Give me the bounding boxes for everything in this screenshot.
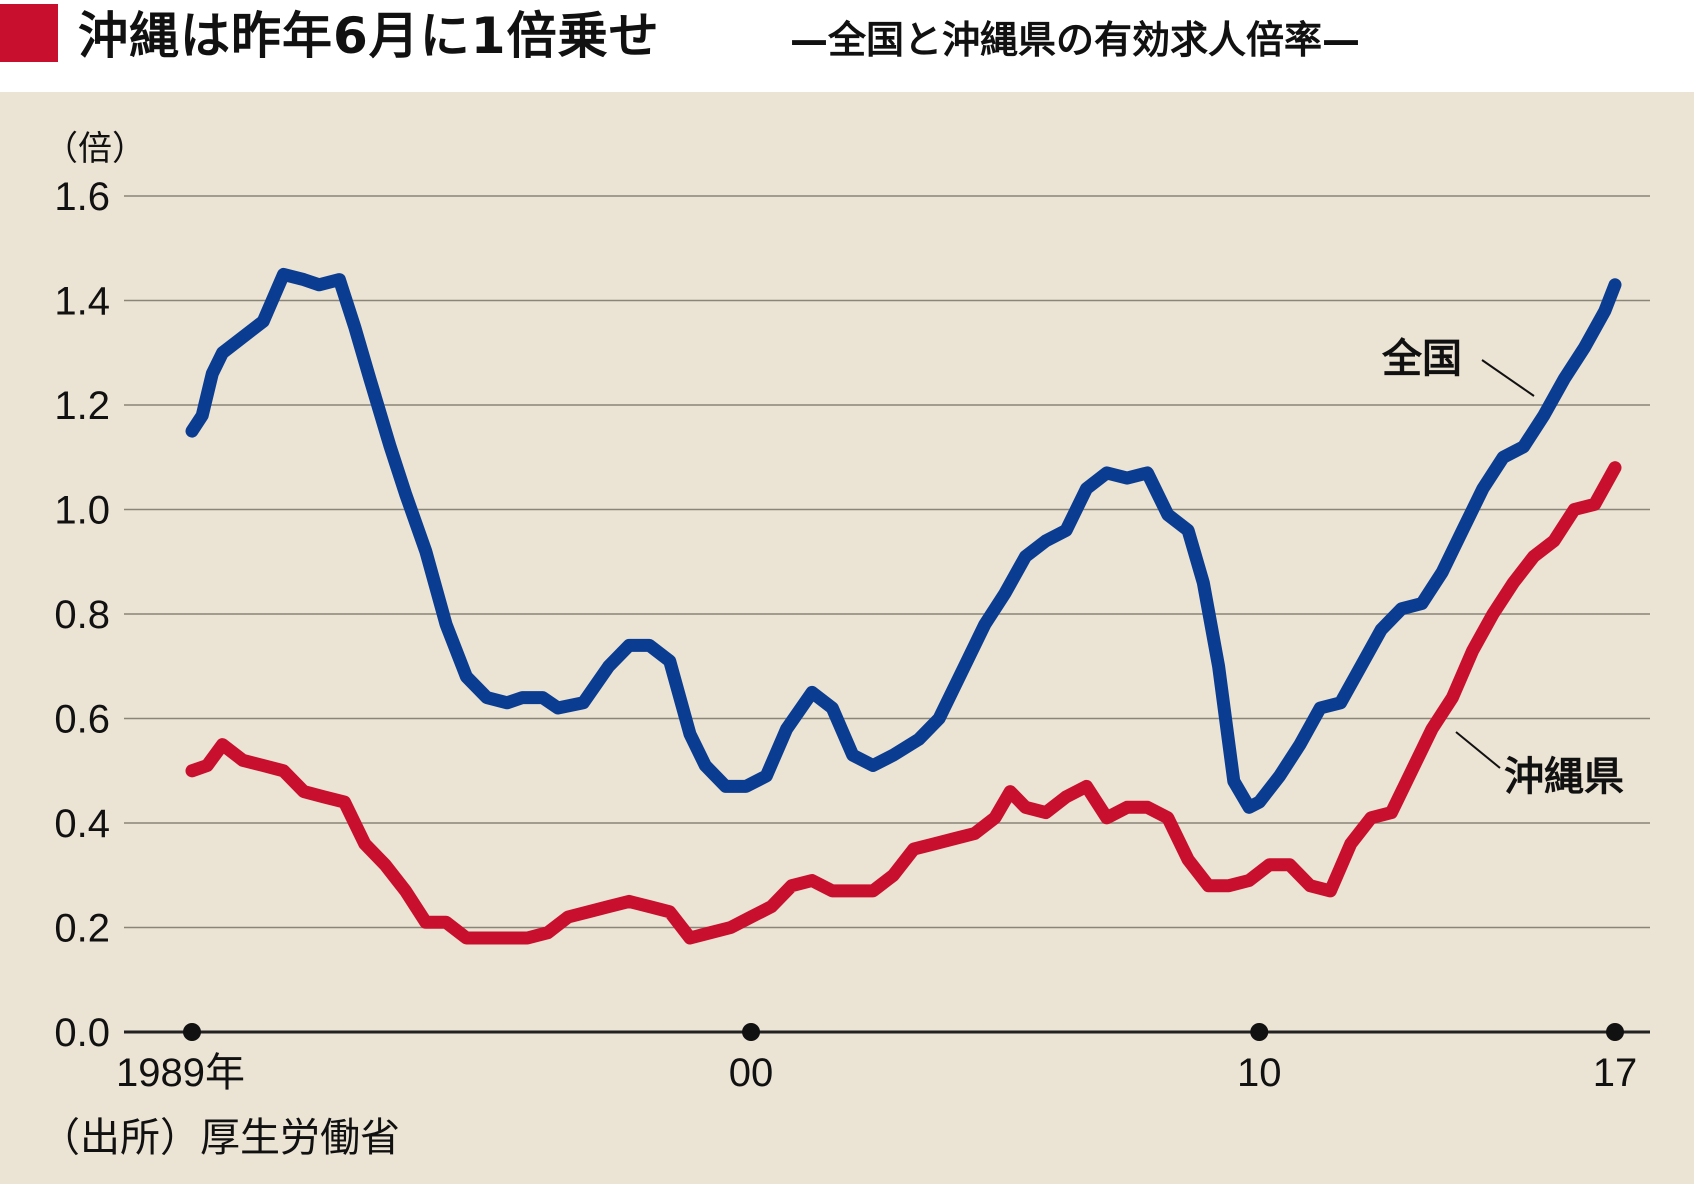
y-tick-label: 1.0: [54, 489, 110, 533]
annotation-okinawa: 沖縄県: [1504, 754, 1624, 800]
y-tick-label: 0.2: [54, 907, 110, 951]
y-tick-label: 0.6: [54, 698, 110, 742]
x-tick-label: 10: [1237, 1051, 1282, 1095]
annotation-leader-line: [1481, 359, 1535, 397]
annotation-national: 全国: [1381, 336, 1462, 382]
x-tick-dot: [1606, 1023, 1624, 1041]
y-tick-label: 0.4: [54, 802, 110, 846]
red-square-marker: [0, 4, 58, 62]
chart-header: 沖縄は昨年6月に1倍乗せ —全国と沖縄県の有効求人倍率—: [0, 0, 1694, 92]
chart-subtitle: —全国と沖縄県の有効求人倍率—: [790, 18, 1361, 62]
x-tick-dot: [742, 1023, 761, 1041]
x-tick-label: 17: [1593, 1051, 1638, 1095]
x-tick-label: 00: [729, 1051, 774, 1095]
source-note: （出所）厚生労働省: [40, 1115, 400, 1161]
y-tick-label: 1.6: [54, 175, 110, 219]
y-tick-label: 0.8: [54, 593, 110, 637]
x-tick-dot: [1250, 1023, 1269, 1041]
chart-title: 沖縄は昨年6月に1倍乗せ: [78, 7, 660, 65]
annotation-leader-line: [1455, 731, 1501, 769]
series-line: [185, 461, 1622, 945]
y-tick-label: 0.0: [54, 1011, 110, 1055]
x-tick-dot: [183, 1023, 201, 1041]
y-tick-label: 1.4: [54, 280, 110, 324]
y-tick-label: 1.2: [54, 384, 110, 428]
series-line: [185, 267, 1622, 814]
y-axis-label: （倍）: [44, 129, 146, 169]
x-tick-label: 1989年: [116, 1051, 245, 1095]
